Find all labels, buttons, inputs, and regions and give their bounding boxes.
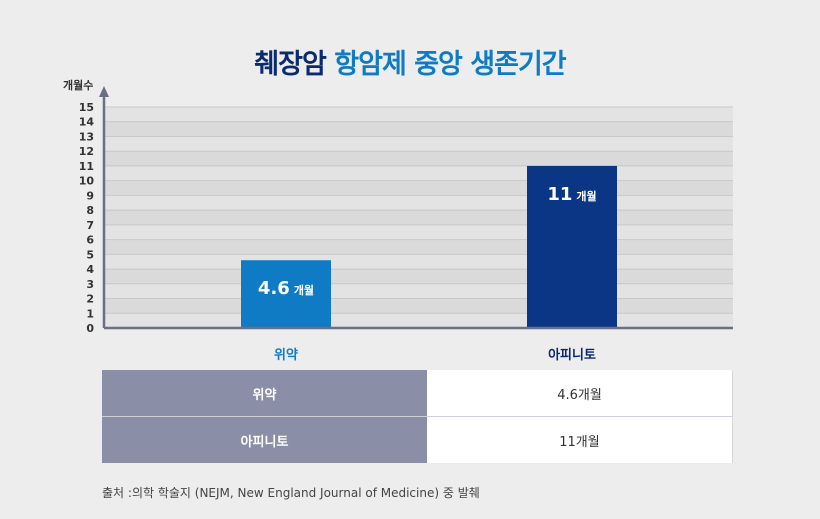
y-tick-label: 3	[86, 278, 94, 291]
y-tick-label: 10	[79, 175, 95, 188]
title-part2: 항암제 중앙 생존기간	[334, 49, 566, 80]
y-tick-label: 0	[86, 322, 94, 335]
grid-band	[104, 151, 733, 166]
bar-value-label: 4.6 개월	[258, 278, 314, 299]
axes	[99, 86, 733, 330]
y-tick-label: 13	[79, 130, 94, 143]
y-tick-label: 4	[86, 263, 94, 276]
y-tick-label: 6	[86, 234, 94, 247]
y-tick-label: 15	[79, 101, 94, 114]
grid-band	[104, 283, 733, 299]
table-row: 아피니토 11개월	[102, 416, 733, 463]
grid-band	[104, 195, 733, 211]
grid-band	[104, 165, 733, 181]
grid-band	[104, 121, 733, 137]
bar	[527, 165, 617, 328]
row-name: 아피니토	[102, 416, 427, 463]
y-tick-label: 14	[79, 116, 95, 129]
grid	[104, 106, 733, 329]
y-tick-label: 5	[86, 248, 94, 261]
grid-band	[104, 180, 733, 196]
source-note: 출처 :의학 학술지 (NEJM, New England Journal of…	[102, 486, 480, 500]
y-tick-label: 12	[79, 145, 94, 158]
grid-band	[104, 313, 733, 328]
grid-band	[104, 224, 733, 240]
y-tick-label: 9	[86, 189, 94, 202]
row-name: 위약	[102, 370, 427, 417]
grid-band	[104, 239, 733, 255]
grid-band	[104, 107, 733, 122]
title-part1: 췌장암	[254, 49, 327, 80]
row-value: 11개월	[427, 416, 733, 463]
grid-band	[104, 210, 733, 225]
y-tick-label: 7	[86, 219, 94, 232]
y-axis-label: 개월수	[63, 79, 94, 92]
y-axis-arrow-icon	[99, 86, 109, 97]
y-tick-label: 11	[79, 160, 94, 173]
grid-band	[104, 269, 733, 284]
y-tick-label: 2	[86, 293, 94, 306]
grid-band	[104, 254, 733, 270]
x-category-label: 아피니토	[548, 348, 596, 363]
table-row: 위약 4.6개월	[102, 370, 733, 417]
summary-table: 위약 4.6개월 아피니토 11개월	[102, 370, 733, 463]
y-tick-label: 8	[86, 204, 94, 217]
bar-value-label: 11 개월	[547, 184, 596, 205]
row-value: 4.6개월	[427, 370, 733, 417]
bars: 4.6 개월 11 개월	[241, 165, 617, 328]
x-category-label: 위약	[274, 348, 298, 363]
chart-title: 췌장암 항암제 중앙 생존기간	[0, 42, 820, 81]
grid-band	[104, 298, 733, 314]
y-tick-label: 1	[86, 307, 94, 320]
bar	[241, 260, 331, 328]
grid-band	[104, 136, 733, 152]
